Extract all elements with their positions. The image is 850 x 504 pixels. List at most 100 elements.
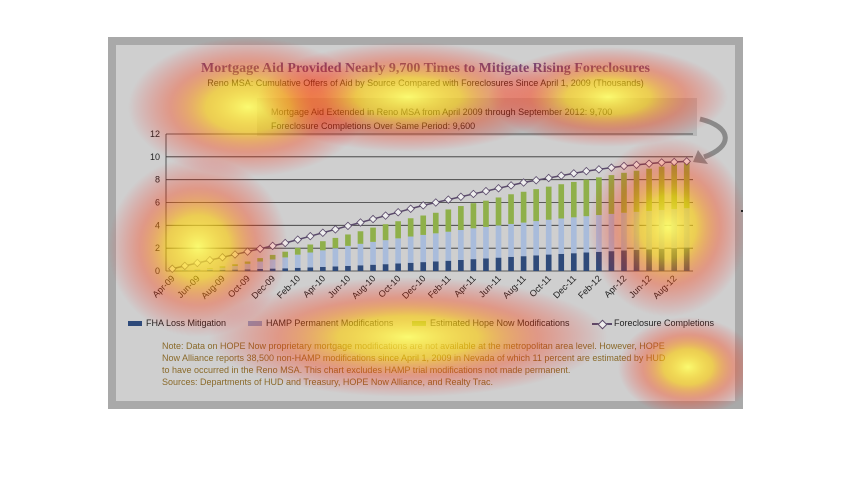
bar-segment <box>370 264 376 271</box>
bar-segment <box>671 248 678 271</box>
bar-segment <box>470 228 477 260</box>
bar-segment <box>332 266 339 271</box>
bar-segment <box>495 197 502 226</box>
bar-segment <box>683 162 690 209</box>
bar-segment <box>658 210 665 249</box>
x-tick-label: Aug-09 <box>199 273 227 301</box>
legend-label-foreclosure: Foreclosure Completions <box>614 318 715 328</box>
x-tick-label: Aug-12 <box>651 273 679 301</box>
legend-label-hope: Estimated Hope Now Modifications <box>430 318 570 328</box>
bar-segment <box>495 225 502 258</box>
bar-segment <box>420 215 427 235</box>
foreclosure-point <box>582 166 591 176</box>
foreclosure-point <box>230 250 240 259</box>
bar-segment <box>370 241 376 265</box>
bar-segment <box>470 259 477 271</box>
chart-plot: 024681012Apr-09Jun-09Aug-09Oct-09Dec-09F… <box>150 116 728 301</box>
bar-segment <box>320 241 326 251</box>
legend-swatch-hamp <box>248 321 262 327</box>
bar-segment <box>608 175 615 214</box>
bar-segment <box>432 212 439 234</box>
bar-segment <box>332 248 339 267</box>
legend-line-foreclosure <box>592 320 612 328</box>
bar-segment <box>596 177 602 216</box>
bar-segment <box>583 216 590 253</box>
bar-segment <box>458 259 464 271</box>
callout-arrow <box>699 116 728 160</box>
legend-label-fha: FHA Loss Mitigation <box>146 318 227 328</box>
foreclosure-point <box>506 181 516 190</box>
edge-mark <box>741 210 743 212</box>
foreclosure-point <box>418 201 428 210</box>
bar-segment <box>282 257 289 269</box>
foreclosure-point <box>494 183 503 193</box>
bar-segment <box>608 213 615 252</box>
bar-segment <box>445 209 452 232</box>
foreclosure-point <box>632 160 641 170</box>
bar-segment <box>633 211 640 250</box>
bar-segment <box>545 219 552 255</box>
bar-segment <box>294 267 301 271</box>
bar-segment <box>520 222 527 257</box>
bar-segment <box>382 264 389 271</box>
bar-segment <box>357 265 364 271</box>
x-tick-label: Jun-10 <box>326 273 353 300</box>
bar-segment <box>269 259 276 269</box>
bar-segment <box>458 230 464 260</box>
foreclosure-point <box>356 218 365 227</box>
foreclosure-point <box>544 173 553 183</box>
bar-segment <box>470 203 477 229</box>
foreclosure-point <box>481 186 491 196</box>
bar-segment <box>432 233 439 262</box>
foreclosure-point <box>393 207 403 217</box>
y-tick-label: 2 <box>155 243 160 253</box>
x-tick-label: Jun-09 <box>175 273 202 300</box>
bar-segment <box>596 215 602 252</box>
bar-segment <box>633 170 640 212</box>
y-tick-label: 12 <box>150 129 160 139</box>
bar-segment <box>320 266 326 271</box>
bar-segment <box>194 270 201 271</box>
bar-segment <box>671 209 678 249</box>
bar-segment <box>483 226 489 259</box>
bar-segment <box>533 221 539 256</box>
foreclosure-point <box>531 175 541 185</box>
foreclosure-point <box>557 171 566 180</box>
bar-segment <box>495 257 502 271</box>
foreclosure-point <box>569 169 579 178</box>
foreclosure-point <box>180 261 190 271</box>
foreclosure-point <box>318 228 328 237</box>
bar-segment <box>407 236 414 263</box>
bar-segment <box>570 217 577 254</box>
foreclosure-point <box>193 258 202 268</box>
legend-swatch-fha <box>128 321 142 327</box>
bar-segment <box>269 268 276 271</box>
bar-segment <box>420 234 427 263</box>
bar-segment <box>533 255 539 271</box>
bar-segment <box>583 252 590 271</box>
foreclosure-point <box>669 157 679 167</box>
y-tick-label: 10 <box>150 152 160 162</box>
x-tick-label: Feb-11 <box>426 273 453 300</box>
bar-segment <box>558 218 565 254</box>
foreclosure-point <box>205 255 215 265</box>
bar-segment <box>207 270 213 271</box>
foreclosure-point <box>255 244 265 253</box>
bar-segment <box>257 268 263 271</box>
legend-swatch-hope <box>412 321 426 327</box>
x-tick-label: Apr-09 <box>151 273 177 299</box>
bar-segment <box>307 244 314 253</box>
foreclosure-point <box>293 235 302 244</box>
legend-item-fha: FHA Loss Mitigation <box>128 318 226 328</box>
bar-segment <box>382 224 389 241</box>
y-tick-label: 6 <box>155 198 160 208</box>
x-tick-label: Feb-12 <box>576 273 603 300</box>
bar-segment <box>294 254 301 268</box>
bar-segment <box>483 200 489 227</box>
bar-segment <box>658 166 665 211</box>
bar-segment <box>407 218 414 237</box>
bar-segment <box>282 251 289 258</box>
bar-segment <box>621 172 627 213</box>
bar-segment <box>683 208 690 248</box>
bar-segment <box>683 247 690 271</box>
